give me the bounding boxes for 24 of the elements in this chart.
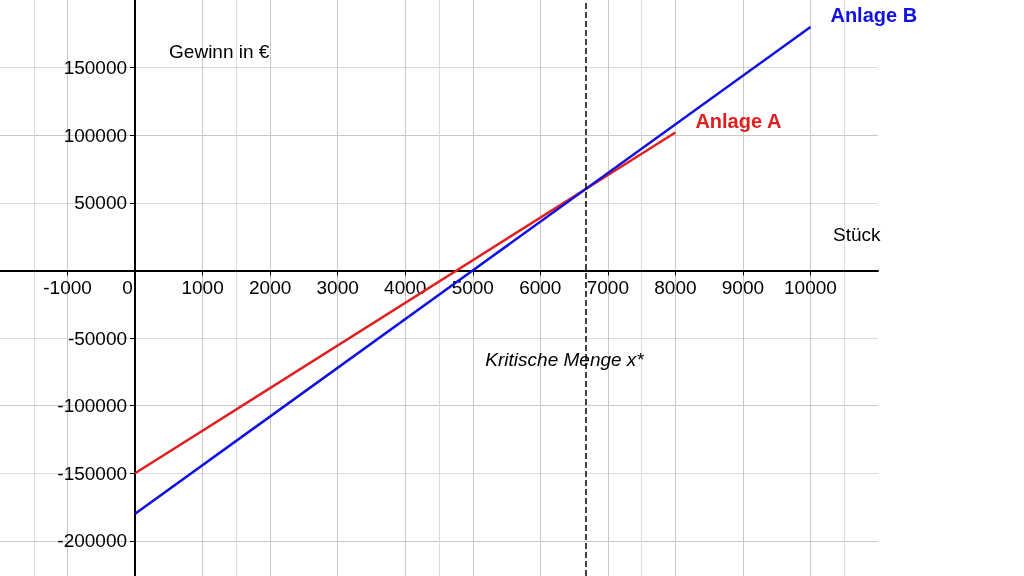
ref-line-label: Kritische Menge x* xyxy=(485,349,645,371)
x-tick-label: 10000 xyxy=(784,277,837,299)
x-tick-label: 0 xyxy=(122,277,133,299)
x-tick-label: 2000 xyxy=(249,277,292,299)
y-axis-title: Gewinn in € xyxy=(169,41,270,62)
x-tick-label: 9000 xyxy=(721,277,765,299)
x-tick-label: 6000 xyxy=(519,277,562,299)
x-tick-label: 1000 xyxy=(181,277,224,299)
x-tick-label: 3000 xyxy=(316,277,359,299)
y-tick-label: 150000 xyxy=(63,57,128,79)
y-tick-label: 100000 xyxy=(63,124,128,146)
series-label: Anlage A xyxy=(695,109,782,132)
x-tick-label: 7000 xyxy=(586,277,629,299)
x-tick-label: 4000 xyxy=(384,277,427,299)
x-axis-title: Stück xyxy=(833,224,882,246)
x-tick-label: -1000 xyxy=(43,277,92,299)
x-tick-label: 5000 xyxy=(451,277,494,299)
x-tick-label: 8000 xyxy=(654,277,697,299)
y-tick-label: -100000 xyxy=(57,395,128,417)
y-tick-label: -200000 xyxy=(57,530,128,552)
y-tick-label: -50000 xyxy=(67,327,128,349)
y-tick-label: -150000 xyxy=(57,462,128,484)
series-label: Anlage B xyxy=(830,4,918,27)
y-tick-label: 50000 xyxy=(74,192,128,214)
